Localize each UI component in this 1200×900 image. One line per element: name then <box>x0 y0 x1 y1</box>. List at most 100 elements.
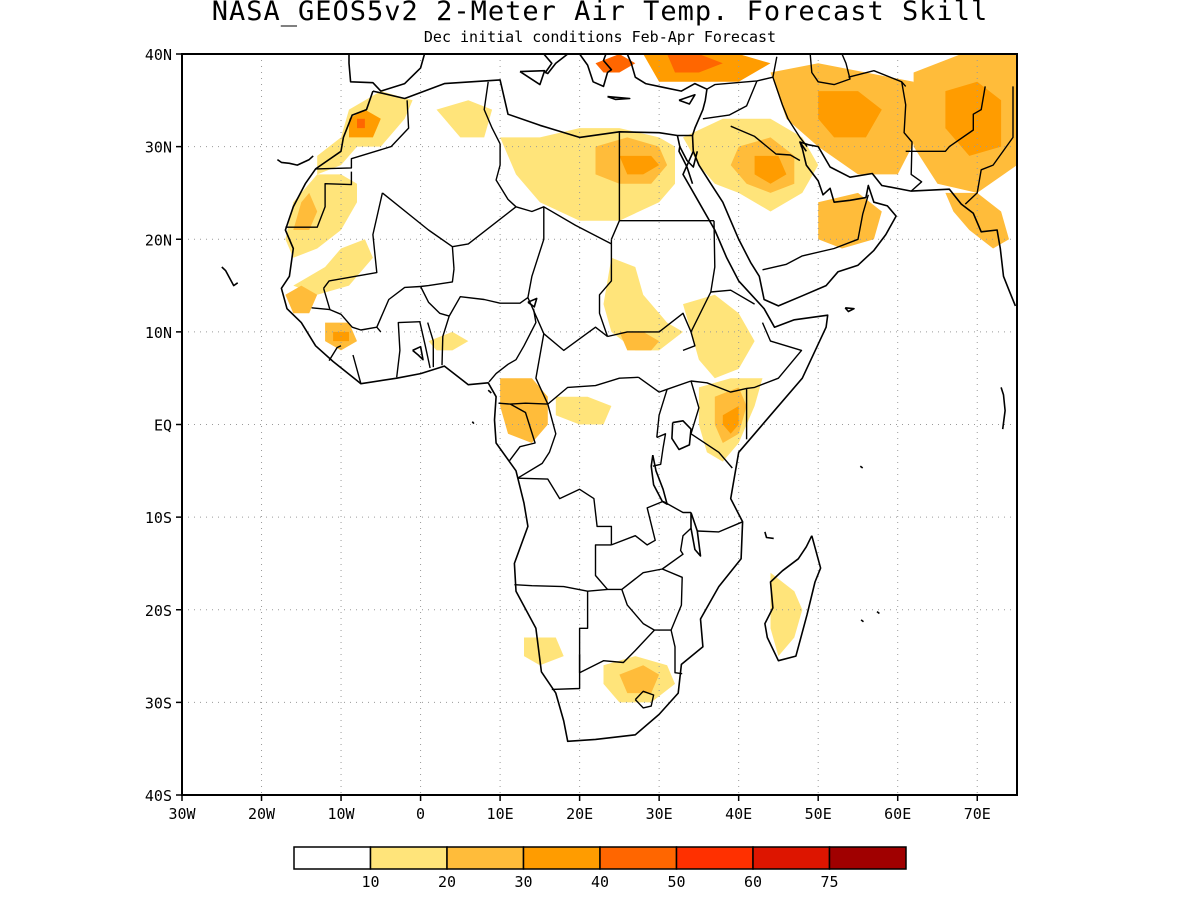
coastline-greece <box>578 54 613 88</box>
border-mali-senegal-guinea <box>322 288 377 331</box>
lat-tick-label: 20N <box>145 231 172 249</box>
border-algeria-tunisia <box>483 81 501 145</box>
border-afghan-pak <box>905 86 986 153</box>
coastline-lake-volta <box>412 345 424 361</box>
coastline-italy <box>520 54 569 75</box>
lat-tick-label: 30N <box>145 139 172 157</box>
lon-tick-label: 20W <box>248 805 276 823</box>
colorbar-label: 20 <box>438 873 456 891</box>
skill-region-drc-center <box>555 396 612 425</box>
coastline-seychelles <box>859 465 864 469</box>
border-iraq-saudi <box>730 125 801 162</box>
lat-tick-label: EQ <box>154 417 172 435</box>
skill-region-mali-niger <box>293 239 373 295</box>
skill-region-sudan-core <box>619 331 660 351</box>
colorbar-label: 10 <box>361 873 379 891</box>
coastline-mauritius <box>876 610 880 615</box>
skill-region-morocco-hot <box>357 118 365 129</box>
lon-tick-label: 30E <box>646 805 673 823</box>
lat-tick-label: 30S <box>145 694 172 712</box>
border-ethiopia-kenya <box>690 380 747 393</box>
skill-shading-layer <box>285 54 1017 703</box>
border-south-sudan-drc <box>638 376 692 393</box>
border-chad-car <box>527 297 608 352</box>
border-cameroon-gabon-eqg <box>498 402 548 405</box>
coastline-reunion <box>860 619 864 623</box>
colorbar-swatch <box>599 846 678 870</box>
border-guinea-senegal <box>311 307 330 311</box>
coastline-turkey-coast <box>626 54 708 136</box>
border-nigeria-cameroon <box>488 308 537 383</box>
border-car-drc <box>547 376 639 405</box>
colorbar-swatch <box>752 846 831 870</box>
colorbar-legend: 10 20 30 40 50 60 75 <box>293 846 907 891</box>
border-caspian <box>809 54 851 86</box>
border-ghana-ivory <box>396 336 401 378</box>
lon-tick-label: 70E <box>964 805 991 823</box>
skill-region-madagascar <box>770 572 803 657</box>
coastline-sicily <box>519 69 546 86</box>
colorbar-swatch <box>446 846 525 870</box>
border-algeria-niger <box>452 206 517 248</box>
border-jordan-iraq-syria <box>702 80 758 120</box>
skill-region-turkey-hot <box>667 54 723 73</box>
border-rwanda-burundi <box>652 433 667 467</box>
lon-tick-label: 60E <box>884 805 911 823</box>
lat-tick-label: 40S <box>145 787 172 805</box>
skill-region-senegal-guinea <box>285 285 318 314</box>
skill-region-egypt-hot <box>619 155 660 175</box>
border-lesotho <box>634 690 655 709</box>
chart-title: NASA_GEOS5v2 2-Meter Air Temp. Forecast … <box>211 0 989 27</box>
lon-tick-label: 40E <box>725 805 752 823</box>
border-niger-nigeria <box>448 296 529 317</box>
lon-tick-label: 0 <box>416 805 425 823</box>
skill-region-cameroon-gabon <box>500 378 548 443</box>
lat-tick-label: 10S <box>145 509 172 527</box>
border-mauritania-mali <box>323 192 384 289</box>
border-benin-togo <box>427 322 434 368</box>
colorbar-label: 40 <box>591 873 609 891</box>
border-tanzania-moz <box>697 521 743 533</box>
skill-region-kenya-hot <box>722 406 739 434</box>
colorbar-label: 50 <box>667 873 685 891</box>
skill-region-south-africa-core <box>619 665 660 694</box>
colorbar-swatch <box>293 846 372 870</box>
border-niger-benin-burkina <box>419 286 450 317</box>
skill-region-iran-core <box>818 91 882 138</box>
border-zimbabwe-moz <box>662 568 683 631</box>
lat-tick-label: 40N <box>145 46 172 64</box>
lon-tick-label: 10W <box>328 805 356 823</box>
border-w-sahara-mauritania <box>285 171 353 228</box>
border-sudan-ethiopia <box>682 220 716 352</box>
skill-region-algeria-north <box>436 100 493 138</box>
coastline-lake-victoria <box>671 419 692 451</box>
coastline-cape-verde <box>221 266 239 287</box>
border-pak-india <box>964 86 1014 205</box>
skill-region-arabia-hot <box>754 155 787 184</box>
border-car-cameroon <box>535 333 549 405</box>
coastline-lake-tanganyika <box>650 454 668 506</box>
border-mali-burkina <box>376 285 421 333</box>
border-gabon-congo <box>509 403 536 462</box>
lat-tick-label: 10N <box>145 324 172 342</box>
border-togo-ghana <box>419 321 431 369</box>
border-turkmen-iran <box>848 69 907 87</box>
border-algeria-mali <box>381 192 455 269</box>
colorbar-swatch <box>522 846 601 870</box>
border-mali-niger <box>420 268 455 288</box>
coastline-crete <box>607 95 631 101</box>
lon-tick-label: 20E <box>566 805 593 823</box>
coastline-red-sea-west <box>676 135 694 184</box>
skill-region-w-sahara-core <box>293 192 318 230</box>
coastline-socotra <box>844 307 855 313</box>
border-saudi-yemen-oman <box>762 194 869 271</box>
border-drc-zambia <box>611 500 664 546</box>
colorbar-label: 60 <box>744 873 762 891</box>
border-algeria-libya <box>495 143 517 208</box>
border-uganda-drc <box>656 389 668 438</box>
coastline-lake-chad <box>527 297 538 308</box>
coastlines <box>221 54 1017 743</box>
border-ivory-liberia <box>352 354 362 384</box>
